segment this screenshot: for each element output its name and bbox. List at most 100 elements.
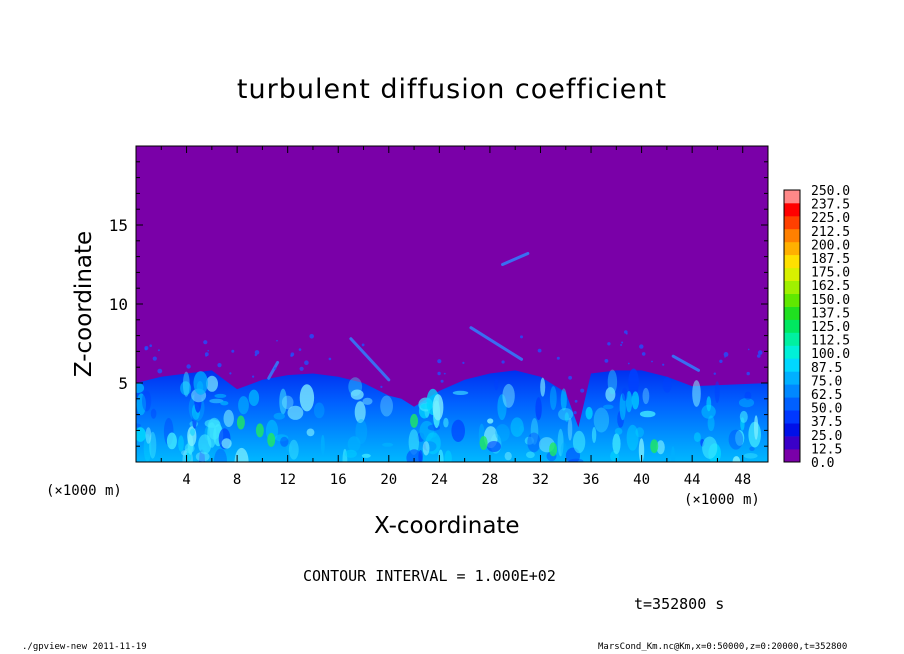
turbulence-speck <box>157 349 160 352</box>
turbulence-blob <box>432 394 444 421</box>
turbulence-speck <box>380 385 383 388</box>
turbulence-blob <box>524 436 535 445</box>
turbulence-blob <box>406 449 422 462</box>
turbulence-blob <box>180 381 192 396</box>
turbulence-blob <box>568 458 584 462</box>
turbulence-blob <box>743 453 758 459</box>
turbulence-speck <box>574 399 578 403</box>
colorbar-label: 250.0 <box>811 184 850 199</box>
turbulence-blob <box>607 369 618 395</box>
turbulence-blob <box>306 428 315 437</box>
y-axis-label: Z-coordinate <box>71 230 97 378</box>
colorbar-swatch <box>784 397 800 411</box>
turbulence-blob <box>248 389 260 406</box>
colorbar-label: 150.0 <box>811 293 850 308</box>
turbulence-blob <box>274 434 289 442</box>
colorbar-label: 25.0 <box>811 429 842 444</box>
turbulence-speck <box>746 371 750 376</box>
turbulence-blob <box>701 404 716 419</box>
turbulence-blob <box>557 428 564 457</box>
turbulence-speck <box>607 342 611 346</box>
turbulence-speck <box>440 379 444 383</box>
turbulence-blob <box>320 434 325 456</box>
turbulence-blob <box>487 441 501 452</box>
turbulence-blob <box>560 442 567 460</box>
x-tick-label: 36 <box>583 472 600 488</box>
footer-right: MarsCond_Km.nc@Km,x=0:50000,z=0:20000,t=… <box>598 642 848 652</box>
turbulence-blob <box>639 410 656 418</box>
turbulence-blob <box>287 405 304 420</box>
turbulence-blob <box>560 388 567 411</box>
colorbar-swatch <box>784 306 800 320</box>
turbulence-blob <box>344 449 357 458</box>
turbulence-speck <box>149 344 152 348</box>
turbulence-blob <box>585 406 593 420</box>
elevated-streak <box>349 337 391 382</box>
turbulence-blob <box>605 387 616 402</box>
colorbar-swatch <box>784 267 800 281</box>
turbulence-blob <box>422 441 430 456</box>
turbulence-blob <box>519 425 525 433</box>
turbulence-speck <box>573 411 577 415</box>
turbulence-blob <box>754 415 759 440</box>
turbulence-speck <box>580 388 585 393</box>
turbulence-speck <box>719 359 723 363</box>
turbulence-blob <box>744 391 752 400</box>
turbulence-blob <box>494 378 499 391</box>
turbulence-blob <box>443 417 449 428</box>
colorbar-swatch <box>784 449 800 463</box>
turbulence-blob <box>408 429 419 455</box>
x-unit-left: (×1000 m) <box>46 483 122 499</box>
turbulence-blob <box>621 387 628 401</box>
turbulence-blob <box>142 390 152 412</box>
contour-interval: CONTOUR INTERVAL = 1.000E+02 <box>303 567 556 585</box>
turbulence-blob <box>281 395 294 410</box>
turbulence-blob <box>614 427 623 435</box>
turbulence-blob <box>195 451 210 462</box>
x-axis-label: X-coordinate <box>374 513 520 539</box>
colorbar-label: 0.0 <box>811 456 834 471</box>
turbulence-speck <box>747 348 750 351</box>
turbulence-blob <box>380 395 393 417</box>
x-tick-label: 32 <box>532 472 549 488</box>
turbulence-blob <box>635 427 644 438</box>
turbulence-blob <box>299 384 315 412</box>
turbulence-blob <box>342 448 348 462</box>
turbulence-blob <box>631 391 640 410</box>
turbulence-blob <box>591 427 597 443</box>
turbulence-speck <box>304 360 309 366</box>
turbulence-speck <box>443 372 446 375</box>
turbulence-speck <box>186 364 191 369</box>
turbulence-speck <box>204 352 209 357</box>
turbulence-speck <box>328 357 332 361</box>
colorbar-swatch <box>784 319 800 333</box>
chart-title: turbulent diffusion coefficient <box>236 74 668 105</box>
turbulence-blob <box>143 433 152 462</box>
turbulence-speck <box>229 372 232 375</box>
turbulence-speck <box>537 348 542 353</box>
turbulence-blob <box>209 398 224 404</box>
y-tick-label: 10 <box>109 295 128 314</box>
turbulence-speck <box>309 334 315 339</box>
colorbar-swatch <box>784 371 800 385</box>
turbulence-blob <box>706 396 712 412</box>
turbulence-blob <box>221 438 232 449</box>
turbulence-blob <box>735 430 745 446</box>
colorbar-swatch <box>784 241 800 256</box>
y-tick-label: 15 <box>109 216 128 235</box>
colorbar-label: 37.5 <box>811 415 842 430</box>
turbulence-blob <box>354 401 366 424</box>
turbulence-blob <box>193 371 208 395</box>
turbulence-blob <box>572 430 586 454</box>
x-unit-right: (×1000 m) <box>684 492 760 508</box>
turbulence-blob <box>535 397 542 421</box>
turbulence-blob <box>603 404 614 410</box>
high-value-spot <box>267 432 276 447</box>
turbulence-blob <box>234 447 249 462</box>
turbulence-blob <box>181 450 188 456</box>
turbulence-blob <box>527 432 541 453</box>
turbulence-speck <box>217 363 222 368</box>
turbulence-blob <box>628 368 639 397</box>
colorbar-label: 187.5 <box>811 252 850 267</box>
colorbar-swatch <box>784 190 800 204</box>
